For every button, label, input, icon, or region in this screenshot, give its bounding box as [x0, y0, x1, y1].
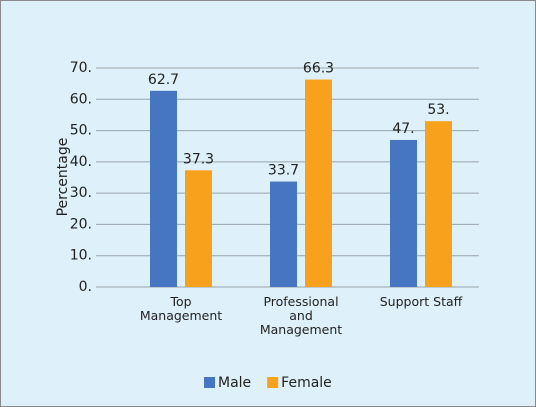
legend-label: Male	[218, 375, 251, 391]
bar	[305, 79, 332, 287]
data-label: 33.7	[268, 163, 299, 179]
y-tick-label: 20.	[70, 216, 92, 232]
y-tick-label: 10.	[70, 248, 92, 264]
y-axis-label: Percentage	[55, 138, 71, 217]
data-label: 47.	[392, 121, 414, 137]
legend-label: Female	[281, 375, 332, 391]
bar	[425, 121, 452, 287]
y-tick-label: 40.	[70, 154, 92, 170]
y-tick-label: 60.	[70, 91, 92, 107]
legend-swatch	[267, 377, 279, 388]
x-tick-label: Professional and Management	[259, 294, 343, 337]
y-tick-label: 30.	[70, 185, 92, 201]
bar	[270, 181, 297, 287]
data-label: 62.7	[148, 72, 179, 88]
y-tick-label: 0.	[79, 279, 92, 295]
bar	[150, 90, 177, 288]
y-tick-label: 50.	[70, 123, 92, 139]
data-label: 53.	[427, 102, 449, 118]
x-tick-label: Support Staff	[379, 294, 463, 309]
data-label: 37.3	[183, 151, 214, 167]
bar	[390, 139, 417, 287]
x-tick-label: Top Management	[139, 294, 223, 323]
y-tick-label: 70.	[70, 60, 92, 76]
legend-swatch	[204, 377, 215, 388]
bar	[185, 170, 212, 287]
data-label: 66.3	[303, 61, 334, 77]
